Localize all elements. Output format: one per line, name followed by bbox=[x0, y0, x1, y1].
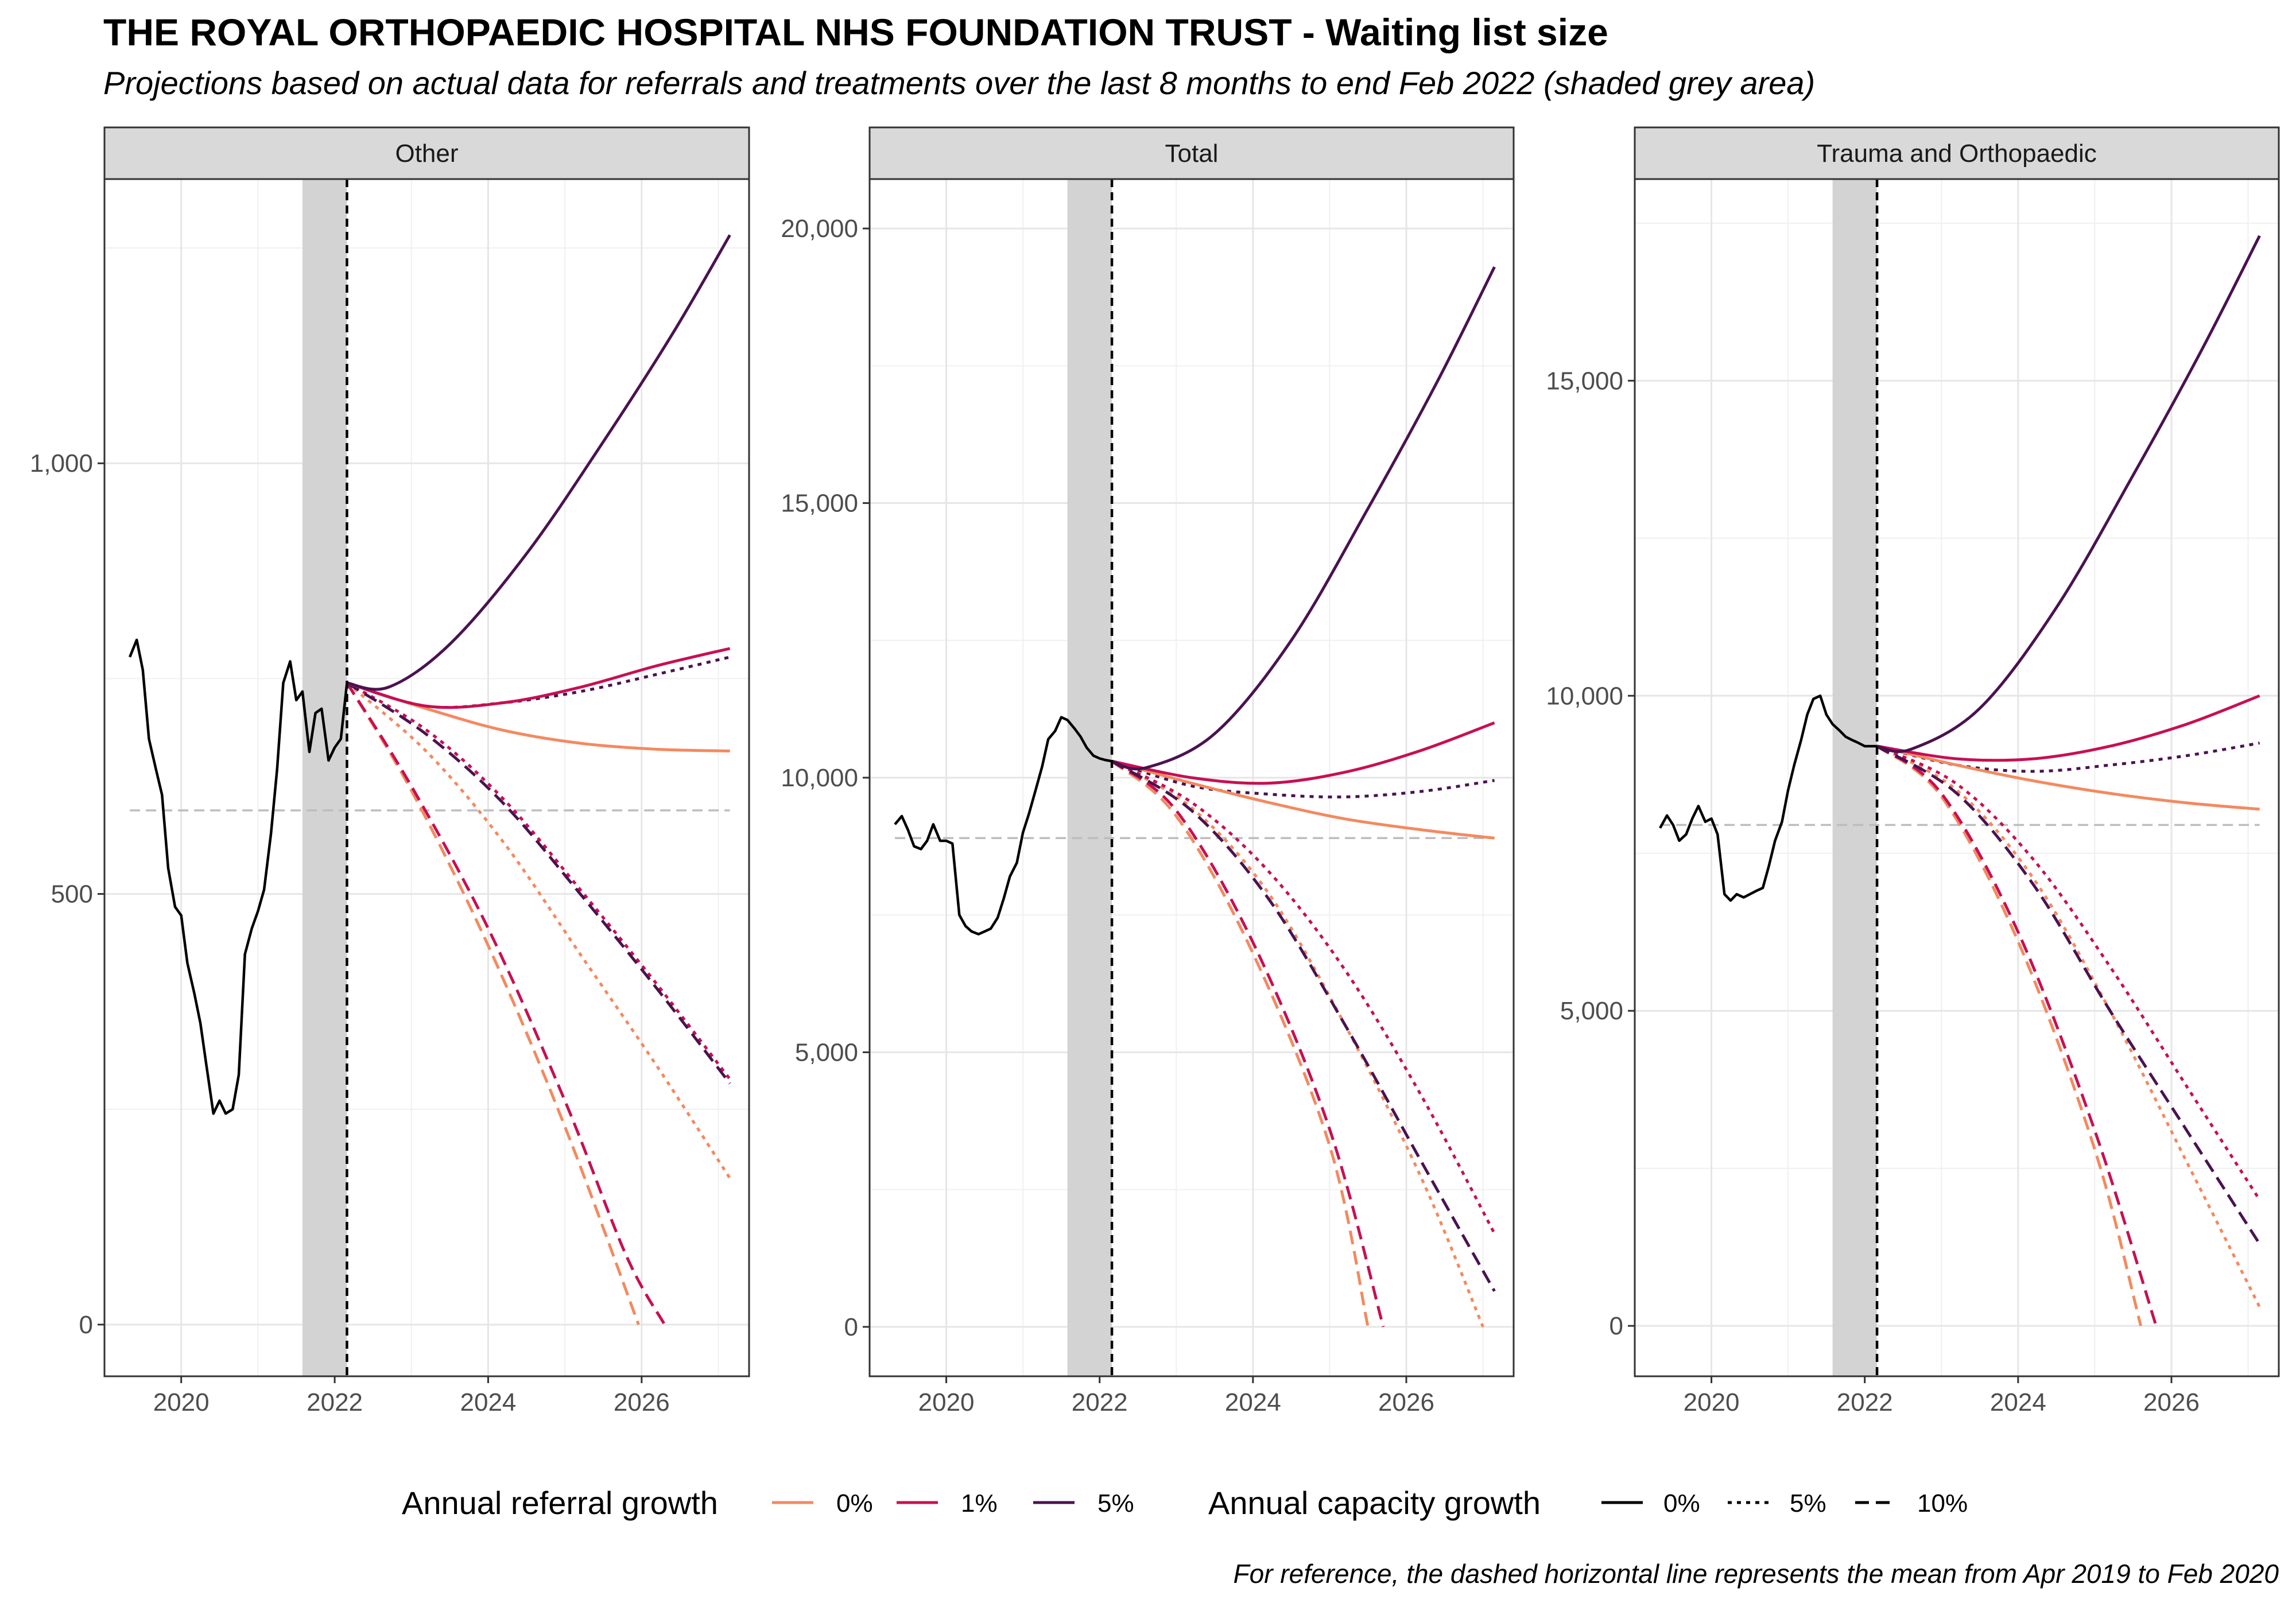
legend-referral-items: 0% 1% 5% bbox=[772, 1489, 1134, 1517]
projection-line-referral-5-capacity-10 bbox=[1876, 744, 2261, 1245]
projection-line-referral-1-capacity-10 bbox=[346, 682, 666, 1326]
facet-strip-label: Other bbox=[395, 139, 458, 168]
projection-line-referral-5-capacity-5 bbox=[1111, 759, 1495, 799]
legend-label-capacity-10: 10% bbox=[1917, 1489, 1968, 1517]
x-tick-label: 2020 bbox=[918, 1388, 975, 1416]
x-tick-label: 2024 bbox=[1990, 1388, 2046, 1416]
projection-line-referral-5-capacity-0 bbox=[1111, 266, 1496, 771]
projection-line-referral-0-capacity-10 bbox=[1111, 760, 1370, 1327]
facet-strip bbox=[1634, 126, 2280, 180]
chart-title: THE ROYAL ORTHOPAEDIC HOSPITAL NHS FOUND… bbox=[103, 11, 1608, 53]
projection-line-referral-1-capacity-10 bbox=[1876, 745, 2158, 1326]
chart-subtitle: Projections based on actual data for ref… bbox=[103, 65, 1816, 101]
projection-line-referral-0-capacity-0 bbox=[1876, 744, 2260, 811]
shaded-projection-basis-band bbox=[302, 179, 347, 1376]
projection-line-referral-0-capacity-5 bbox=[1876, 744, 2261, 1308]
facet-panels: Other 2020 2022 2024 2026 0 500 1,000 Total 2020 2… bbox=[30, 126, 2280, 1416]
y-tick-label: 0 bbox=[1609, 1312, 1623, 1340]
x-tick-label: 2022 bbox=[307, 1388, 363, 1416]
projection-line-referral-5-capacity-5 bbox=[346, 655, 731, 709]
legend-label-referral-0: 0% bbox=[836, 1489, 873, 1517]
facet-strip-label: Total bbox=[1165, 139, 1219, 168]
x-tick-label: 2020 bbox=[153, 1388, 210, 1416]
projection-line-referral-5-capacity-0 bbox=[347, 234, 731, 691]
projection-line-referral-1-capacity-5 bbox=[1876, 744, 2261, 1201]
y-tick-label: 10,000 bbox=[781, 764, 858, 792]
projection-line-referral-5-capacity-10 bbox=[346, 681, 731, 1085]
legend-capacity-items: 0% 5% 10% bbox=[1601, 1489, 1968, 1517]
y-tick-label: 20,000 bbox=[781, 215, 858, 243]
x-tick-label: 2022 bbox=[1837, 1388, 1893, 1416]
legend-label-capacity-5: 5% bbox=[1790, 1489, 1826, 1517]
x-tick-label: 2024 bbox=[460, 1388, 517, 1416]
panel-other: Other 2020 2022 2024 2026 0 500 1,000 bbox=[30, 126, 750, 1416]
projection-line-referral-5-capacity-5 bbox=[1876, 742, 2260, 773]
y-tick-label: 15,000 bbox=[781, 490, 858, 518]
shaded-projection-basis-band bbox=[1067, 179, 1112, 1376]
facet-strip bbox=[868, 126, 1515, 180]
projection-line-referral-1-capacity-10 bbox=[1111, 760, 1385, 1327]
actual-waiting-list-line bbox=[894, 716, 1112, 936]
facet-strip-label: Trauma and Orthopaedic bbox=[1817, 139, 2097, 168]
legend-label-capacity-0: 0% bbox=[1663, 1489, 1700, 1517]
chart-caption: For reference, the dashed horizontal lin… bbox=[1233, 1559, 2279, 1589]
y-tick-label: 10,000 bbox=[1546, 682, 1623, 710]
projection-line-referral-5-capacity-0 bbox=[1876, 235, 2261, 753]
y-tick-label: 500 bbox=[51, 880, 93, 909]
projection-line-referral-0-capacity-10 bbox=[346, 682, 640, 1325]
x-tick-label: 2020 bbox=[1684, 1388, 1740, 1416]
legend-label-referral-1: 1% bbox=[961, 1489, 998, 1517]
y-tick-label: 1,000 bbox=[30, 449, 93, 478]
legend: Annual referral growth 0% 1% 5% Annual cap… bbox=[402, 1485, 1968, 1521]
plot-background bbox=[1635, 179, 2279, 1376]
projection-line-referral-0-capacity-5 bbox=[346, 682, 731, 1179]
x-tick-label: 2026 bbox=[614, 1388, 670, 1416]
x-tick-label: 2022 bbox=[1072, 1388, 1128, 1416]
projection-line-referral-5-capacity-10 bbox=[1111, 760, 1496, 1292]
projection-line-referral-1-capacity-0 bbox=[1111, 721, 1495, 785]
projection-line-referral-1-capacity-0 bbox=[1876, 694, 2260, 762]
plot-background bbox=[104, 179, 749, 1376]
facet-strip bbox=[103, 126, 750, 180]
legend-title-capacity: Annual capacity growth bbox=[1208, 1485, 1541, 1521]
y-tick-label: 0 bbox=[844, 1313, 858, 1341]
actual-waiting-list-line bbox=[129, 638, 348, 1115]
x-tick-label: 2026 bbox=[2143, 1388, 2200, 1416]
legend-title-referral: Annual referral growth bbox=[402, 1485, 718, 1521]
shaded-projection-basis-band bbox=[1832, 179, 1878, 1376]
projection-line-referral-0-capacity-0 bbox=[1111, 759, 1495, 840]
panel-total: Total 2020 2022 2024 2026 0 5,000 10,000 15,000 2… bbox=[781, 126, 1515, 1416]
y-tick-label: 15,000 bbox=[1546, 367, 1623, 395]
projection-line-referral-0-capacity-10 bbox=[1876, 745, 2143, 1326]
x-tick-label: 2024 bbox=[1225, 1388, 1281, 1416]
x-tick-label: 2026 bbox=[1378, 1388, 1434, 1416]
y-tick-label: 5,000 bbox=[1560, 997, 1623, 1025]
y-tick-label: 5,000 bbox=[795, 1038, 858, 1066]
legend-label-referral-5: 5% bbox=[1097, 1489, 1134, 1517]
projection-line-referral-1-capacity-0 bbox=[346, 647, 731, 709]
y-tick-label: 0 bbox=[79, 1311, 93, 1339]
actual-waiting-list-line bbox=[1659, 694, 1878, 902]
panel-trauma-and-orthopaedic: Trauma and Orthopaedic 2020 2022 2024 2026 0 5… bbox=[1546, 126, 2280, 1416]
